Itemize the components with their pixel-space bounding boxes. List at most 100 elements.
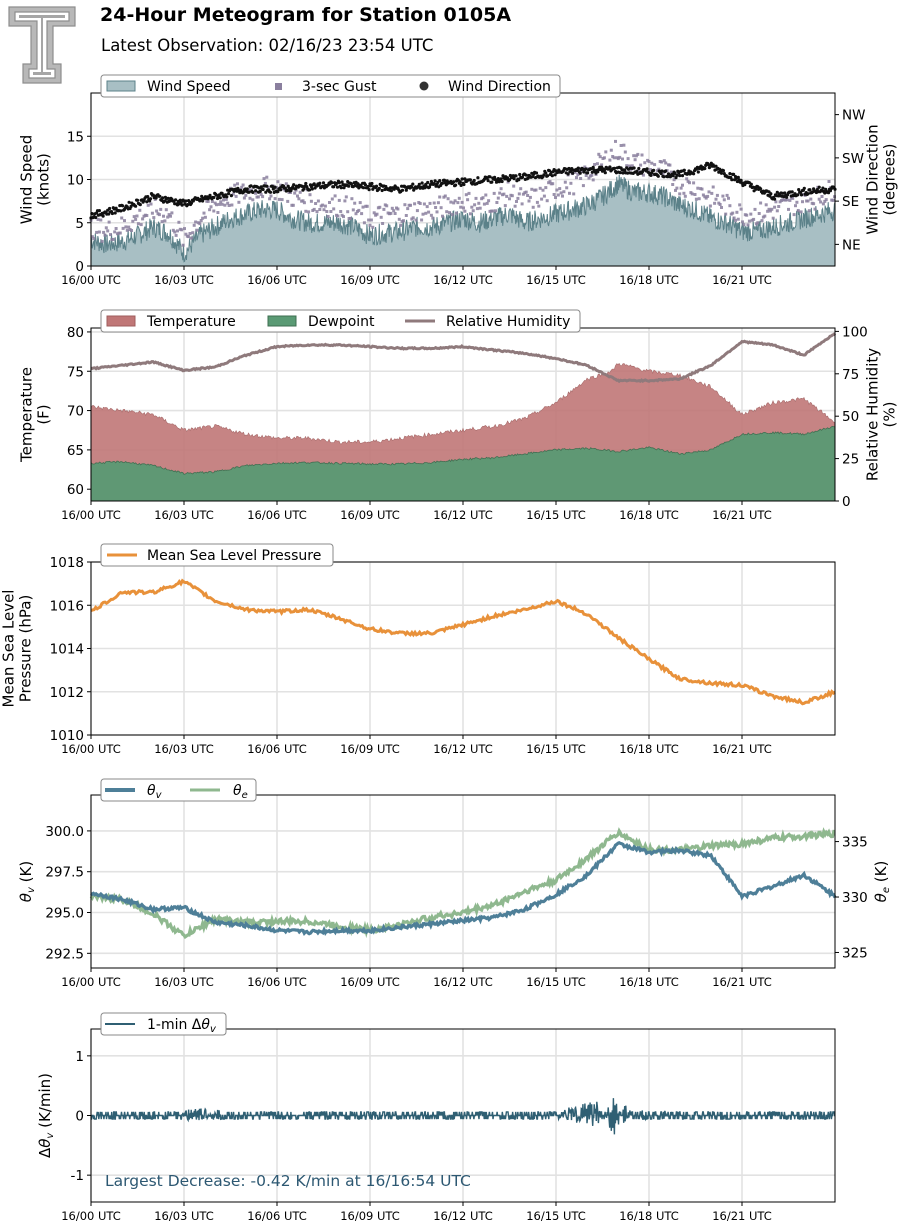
gust-marker <box>563 180 567 184</box>
direction-marker <box>442 178 446 182</box>
direction-marker <box>462 182 466 187</box>
direction-marker <box>258 189 262 193</box>
gust-marker <box>583 165 587 169</box>
y-tick-label: 1 <box>75 1049 84 1065</box>
gust-marker <box>455 211 458 215</box>
gust-marker <box>149 202 153 206</box>
gust-marker <box>230 203 234 207</box>
x-tick-label: 16/18 UTC <box>619 975 679 989</box>
gust-marker <box>766 209 770 213</box>
gust-marker <box>121 226 125 230</box>
x-tick-label: 16/15 UTC <box>526 1209 586 1223</box>
gust-marker <box>333 194 337 198</box>
gust-marker <box>177 220 181 224</box>
x-tick-label: 16/21 UTC <box>712 742 772 756</box>
gust-marker <box>141 217 145 221</box>
gust-marker <box>796 209 800 213</box>
gust-marker <box>346 210 350 214</box>
y2-tick-label: SE <box>842 194 859 210</box>
gust-marker <box>452 201 456 205</box>
gust-marker <box>626 157 630 161</box>
gust-marker <box>307 210 311 214</box>
direction-marker <box>357 186 361 190</box>
x-tick-label: 16/00 UTC <box>61 273 121 287</box>
temperature-axis-label-text: (F) <box>35 404 53 424</box>
wind-direction-axis-label-text: Wind Direction <box>864 124 882 234</box>
gust-marker <box>587 176 591 180</box>
gust-marker <box>482 202 486 206</box>
gust-marker <box>146 203 150 207</box>
gust-marker <box>675 186 679 190</box>
x-tick-label: 16/12 UTC <box>433 1209 493 1223</box>
gust-marker <box>669 170 673 174</box>
direction-marker <box>567 166 571 171</box>
gust-marker <box>618 155 622 159</box>
gust-marker <box>768 209 772 213</box>
direction-marker <box>739 178 743 182</box>
direction-marker <box>783 191 787 195</box>
gust-marker <box>111 237 115 241</box>
gust-marker <box>595 162 599 166</box>
direction-marker <box>799 193 804 197</box>
largest-decrease-annotation: Largest Decrease: -0.42 K/min at 16/16:5… <box>105 1172 471 1190</box>
direction-marker <box>591 165 595 169</box>
gust-marker <box>471 209 475 213</box>
gust-marker <box>291 203 295 207</box>
x-tick-label: 16/12 UTC <box>433 975 493 989</box>
direction-marker <box>802 186 806 190</box>
gust-marker <box>227 204 231 207</box>
gust-marker <box>608 158 612 162</box>
gust-marker <box>710 191 714 195</box>
x-tick-label: 16/21 UTC <box>712 1209 772 1223</box>
gust-marker <box>266 185 270 189</box>
gust-marker <box>301 199 305 203</box>
gust-marker <box>662 159 666 163</box>
gust-marker <box>498 191 502 195</box>
direction-marker <box>363 183 367 187</box>
theta-e-line <box>89 827 836 940</box>
gust-marker <box>123 219 126 223</box>
gust-marker <box>206 199 210 203</box>
gust-marker <box>542 194 546 198</box>
gust-marker <box>436 201 440 205</box>
gust-marker <box>406 207 410 211</box>
direction-marker <box>377 186 381 190</box>
y2-tick-label: 0 <box>842 494 851 510</box>
x-tick-label: 16/09 UTC <box>340 975 400 989</box>
y-tick-label: 0 <box>75 259 84 275</box>
gust-marker <box>330 197 334 201</box>
gust-marker <box>429 213 433 217</box>
gust-marker <box>418 202 422 205</box>
direction-marker <box>134 204 138 208</box>
gust-marker <box>491 209 495 213</box>
gust-marker <box>318 208 322 211</box>
gust-marker <box>544 186 548 190</box>
gust-marker <box>269 194 273 198</box>
gust-marker <box>576 173 580 177</box>
gust-marker <box>283 188 287 192</box>
direction-marker <box>270 184 274 188</box>
gust-marker <box>466 198 470 202</box>
gust-marker <box>528 195 532 199</box>
direction-marker <box>817 185 821 189</box>
direction-marker <box>458 180 462 184</box>
gust-marker <box>668 163 672 167</box>
gust-marker <box>562 190 566 194</box>
x-tick-label: 16/06 UTC <box>247 1209 307 1223</box>
direction-marker <box>251 190 255 194</box>
y-tick-label: 300.0 <box>45 824 84 840</box>
gust-marker <box>102 230 106 234</box>
x-tick-label: 16/15 UTC <box>526 508 586 522</box>
gust-marker <box>427 210 431 214</box>
direction-marker <box>490 180 494 184</box>
direction-marker <box>721 169 726 173</box>
wind-speed-area <box>91 174 835 266</box>
gust-marker <box>411 216 415 220</box>
temperature-axis-label-text: Temperature <box>18 367 36 463</box>
gust-marker <box>284 182 288 186</box>
direction-marker <box>245 187 249 191</box>
gust-marker <box>450 213 454 217</box>
direction-marker <box>332 185 336 189</box>
gust-marker <box>136 222 140 226</box>
direction-marker <box>148 197 153 201</box>
